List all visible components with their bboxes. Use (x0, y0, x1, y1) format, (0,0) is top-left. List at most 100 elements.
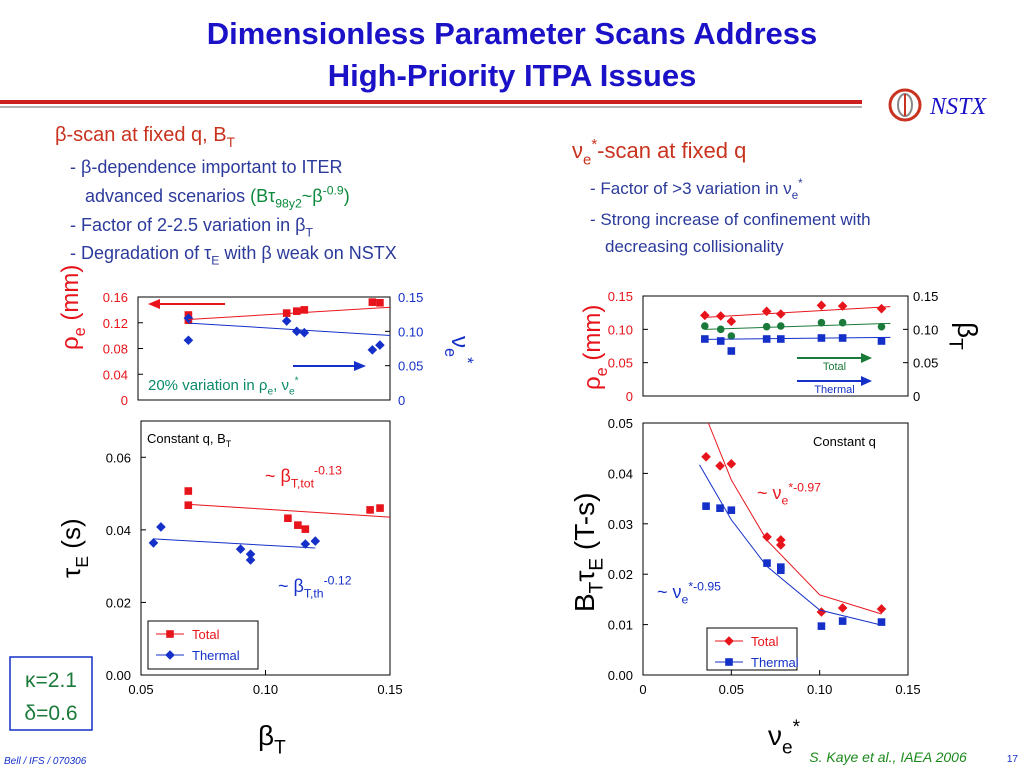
marker (777, 322, 785, 330)
text-part: β (258, 720, 274, 751)
y-tick-label: 0 (626, 389, 633, 404)
fit-line (704, 322, 891, 330)
marker (165, 650, 175, 660)
marker (166, 630, 174, 638)
text-part: e (782, 493, 789, 507)
marker (376, 298, 384, 307)
marker (837, 603, 848, 613)
y-tick-label: 0.02 (106, 595, 131, 610)
logo-text: NSTX (929, 94, 987, 120)
text-part: ~ β (278, 576, 304, 596)
x-tick-label: 0.15 (895, 682, 920, 697)
text-part: (mm) (579, 305, 606, 368)
text-part: τ (56, 567, 86, 578)
text-part: -0.9 (323, 183, 344, 197)
y-axis-title: ρe (mm) (57, 265, 89, 350)
marker (284, 514, 292, 523)
marker (235, 544, 246, 554)
legend-box (147, 620, 259, 670)
marker (776, 535, 786, 545)
text-part: T (586, 581, 607, 593)
plot-title: Constant q, BT (147, 431, 232, 449)
text-part: ~ β (265, 466, 291, 486)
text-part: e (593, 367, 611, 376)
y2-axis-title: βT (945, 322, 983, 350)
x-axis-title: νe* (768, 717, 801, 758)
y-tick-label: 0.15 (608, 289, 633, 304)
x-tick-label: 0 (639, 682, 646, 697)
marker (817, 318, 826, 327)
text-part: Constant q (813, 434, 876, 449)
x-tick-label: 0.10 (807, 682, 832, 697)
text-part: , ν (273, 377, 289, 394)
text-part: E (211, 253, 219, 267)
y2-tick-label: 0.05 (398, 359, 423, 374)
text-part: - Strong increase of confinement with (590, 210, 871, 229)
marker (777, 566, 785, 574)
marker (300, 539, 311, 549)
plot-frame (642, 422, 909, 676)
marker (368, 298, 377, 306)
text-part: τ (569, 571, 600, 582)
slide-title: High-Priority ITPA Issues (328, 58, 697, 93)
text-part: β-scan at fixed q, B (55, 124, 227, 146)
text-part: (s) (56, 518, 86, 556)
marker (701, 322, 709, 330)
text-part: B (569, 593, 600, 612)
text-part: (T-s) (569, 493, 600, 558)
annotation: ~ βT,th-0.12 (278, 573, 352, 600)
y-tick-label: 0.00 (608, 668, 633, 683)
y2-tick-label: 0 (913, 389, 920, 404)
marker (761, 306, 772, 317)
y-axis-title: τE (s) (56, 518, 92, 578)
text-part: decreasing collisionality (605, 237, 784, 256)
shape-box (9, 656, 93, 731)
text-part: e (782, 737, 793, 758)
marker (301, 525, 310, 533)
marker (716, 325, 725, 334)
text-part: e (682, 592, 689, 606)
y-axis-title: ρe (mm) (579, 305, 611, 390)
y-tick-label: 0.08 (103, 342, 128, 357)
marker (184, 501, 193, 509)
text-part: ρ (57, 336, 84, 350)
legend-label: Thermal (751, 655, 799, 670)
marker (292, 307, 301, 315)
section-heading: β-scan at fixed q, BT (55, 124, 235, 150)
bullet: - Strong increase of confinement with (590, 210, 871, 229)
fit-line (699, 464, 882, 626)
text-part: ~ ν (757, 483, 782, 503)
text-part: with β weak on NSTX (219, 243, 396, 263)
text-part: T (305, 225, 313, 239)
text-part: *-0.97 (788, 480, 821, 494)
footer-left: Bell / IFS / 070306 (4, 756, 87, 767)
text-part: ) (344, 186, 350, 206)
marker (762, 322, 771, 331)
marker (367, 345, 378, 355)
marker (763, 559, 771, 567)
text-part: ν (446, 336, 473, 348)
marker (776, 540, 786, 550)
annotation: 20% variation in ρe, νe* (148, 376, 299, 398)
marker (725, 658, 733, 666)
marker (281, 316, 292, 326)
bullet: - β-dependence important to ITER (70, 157, 343, 177)
text-part: T (945, 338, 966, 350)
legend-label: Thermal (814, 384, 854, 396)
plot-title: Constant q (813, 434, 876, 449)
marker (700, 310, 710, 321)
marker (776, 309, 786, 319)
plot-frame (642, 295, 909, 397)
arrow-head (148, 299, 160, 309)
arrow-head (354, 361, 366, 371)
marker (366, 506, 374, 514)
legend-label: Total (823, 361, 846, 373)
marker (876, 303, 887, 314)
text-part: Constant q, B (147, 431, 226, 446)
x-tick-label: 0.05 (128, 682, 153, 697)
y2-tick-label: 0.15 (398, 290, 423, 305)
slide-title: Dimensionless Parameter Scans Address (207, 16, 818, 51)
text-part: T,tot (291, 476, 315, 490)
y-tick-label: 0.01 (608, 618, 633, 633)
text-part: T,th (304, 586, 324, 600)
